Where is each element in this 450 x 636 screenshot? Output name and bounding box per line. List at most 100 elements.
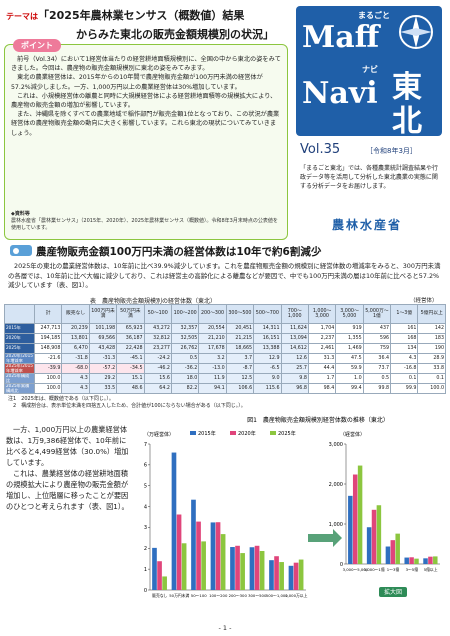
point-box: ポイント 前号（Vol.34）において1経営体当たりの経営耕地面積規模別に、全国… (4, 39, 288, 240)
bar (259, 550, 265, 590)
table-cell: 183 (417, 333, 446, 344)
bar (191, 499, 196, 590)
table-cell: 32,357 (170, 323, 200, 334)
table-cell: 43,428 (88, 343, 118, 354)
bar (240, 553, 245, 590)
row-label: 2025年/2015年増減率 (4, 363, 35, 374)
table-cell: 14,612 (280, 343, 309, 354)
column-header: 5,000万～1億 (362, 304, 392, 324)
x-tick-label: 1,000万以上 (285, 593, 307, 598)
table-cell: 33.5 (88, 383, 118, 394)
table-cell: 33.8 (417, 363, 446, 374)
header-row: 計販売なし 100万円未満 50万円未満 50～100 100～200 200～300 30… (4, 304, 446, 324)
ministry: 農林水産省 (332, 218, 403, 232)
y-tick-label: 3 (144, 525, 147, 531)
bar (279, 562, 284, 590)
table-cell: 20,239 (61, 323, 90, 334)
table-cell: 0.5 (362, 373, 392, 384)
table-cell: 47.5 (335, 353, 364, 364)
table-cell: 28.9 (417, 353, 446, 364)
bar (376, 505, 382, 564)
source: ◆資料等 農林水産省「農林業センサス」（2015年、2020年）、2025年農林業… (11, 211, 281, 232)
table-cell: -34.5 (116, 363, 145, 374)
x-tick-label: 5億以上 (424, 567, 438, 572)
table-cell: 99.4 (335, 383, 364, 394)
table-cell: 11,624 (280, 323, 309, 334)
table-cell: 437 (362, 323, 392, 334)
paragraph: これは、小規模経営体の離農と同時に大規模経営体による経営耕地面積等の規模拡大によ… (11, 92, 277, 110)
column-header: 100～200 (170, 304, 200, 324)
bar (395, 533, 400, 564)
table-cell: 32,505 (170, 333, 200, 344)
table-cell: 64.2 (143, 383, 172, 394)
table-cell: 20,554 (198, 323, 227, 334)
column-header: 50～100 (143, 304, 172, 324)
table-cell: -24.2 (143, 353, 172, 364)
table-cell: -8.7 (225, 363, 255, 374)
table-cell: 32,812 (143, 333, 172, 344)
table-cell: 100.0 (417, 383, 446, 394)
logo-text: Maff (302, 20, 380, 55)
table-cell: 2,461 (307, 343, 337, 354)
table-cell: 596 (362, 333, 392, 344)
bar (274, 556, 279, 590)
table-cell: 194,185 (33, 333, 63, 344)
note: 注1 2025年は、概数値である（以下同じ。）。 (8, 396, 114, 402)
annotation: 拡大図 (384, 588, 402, 596)
table-row: 2025年累積構成比 100.0 4.3 33.5 48.6 64.2 82.2 94.1 10… (4, 383, 446, 394)
y-axis-label: （経営体） (340, 431, 365, 438)
logo-text: まるごと (358, 11, 390, 20)
header: テーマは「2025年農林業センサス（概数値）結果 からみた東北の販売金額規模別の… (6, 4, 296, 42)
table-cell: -39.9 (33, 363, 63, 374)
column-header: 計 (33, 304, 63, 324)
table-cell: 247,713 (33, 323, 63, 334)
compass (399, 15, 433, 49)
table-row: 2025年/2015年増減率 -39.9 -68.0 -57.2 -34.5 -46.2-… (4, 363, 446, 374)
table-cell: 11.9 (198, 373, 227, 384)
title: からみた東北の販売金額規模別の状況」 (76, 28, 274, 41)
logo-text: Navi (302, 76, 378, 111)
annotation-box (379, 587, 407, 597)
table-cell: 21,210 (198, 333, 227, 344)
table-cell: 65,923 (116, 323, 145, 334)
bar (293, 562, 299, 590)
table-cell: 106.6 (225, 383, 255, 394)
table-cell: -57.2 (88, 363, 118, 374)
table-cell: 9.8 (280, 373, 309, 384)
table-cell: 43,272 (143, 323, 172, 334)
row-label: 2020年 (4, 333, 35, 344)
title: 「2025年農林業センサス（概数値）結果 (38, 9, 245, 22)
table-cell: 15.6 (143, 373, 172, 384)
y-tick-label: 0 (144, 588, 147, 594)
table-cell: 22,428 (116, 343, 145, 354)
issue-date: ［令和8年3月］ (366, 147, 417, 155)
x-tick-label: 200～300 (229, 593, 248, 598)
table-cell: 82.2 (170, 383, 200, 394)
table-cell: 1.0 (335, 373, 364, 384)
row-label: 2025年 (4, 343, 35, 354)
table-cell: 16,151 (253, 333, 282, 344)
table-cell: 161 (390, 323, 419, 334)
bar (220, 534, 226, 590)
corner-cell (4, 304, 35, 324)
table-cell: 148,908 (33, 343, 63, 354)
bar (235, 545, 240, 590)
table-row: 2015年 247,713 20,239 101,198 65,923 43,272 32,… (4, 323, 446, 334)
page-number: - 1 - (218, 624, 232, 632)
row-label: 2025年構成比 (4, 373, 35, 384)
table-cell: 1.7 (307, 373, 337, 384)
legend-label: 2015年 (198, 430, 216, 437)
table-cell: 94.1 (198, 383, 227, 394)
x-tick-label: 300～500 (248, 593, 267, 598)
bar (390, 540, 396, 564)
column-header: 50万円未満 (116, 304, 145, 324)
table-cell: 14,311 (253, 323, 282, 334)
table-cell: 26,762 (170, 343, 200, 354)
bar (348, 495, 353, 564)
paragraph: 2025年の東北の農業経営体数は、10年前に比べ39.9%減少しています。これを… (8, 262, 441, 289)
table-cell: 99.8 (362, 383, 392, 394)
table-cell: 101,198 (88, 323, 118, 334)
table-cell: -6.5 (253, 363, 282, 374)
bar (171, 452, 177, 590)
logo-text: 北 (392, 104, 422, 139)
